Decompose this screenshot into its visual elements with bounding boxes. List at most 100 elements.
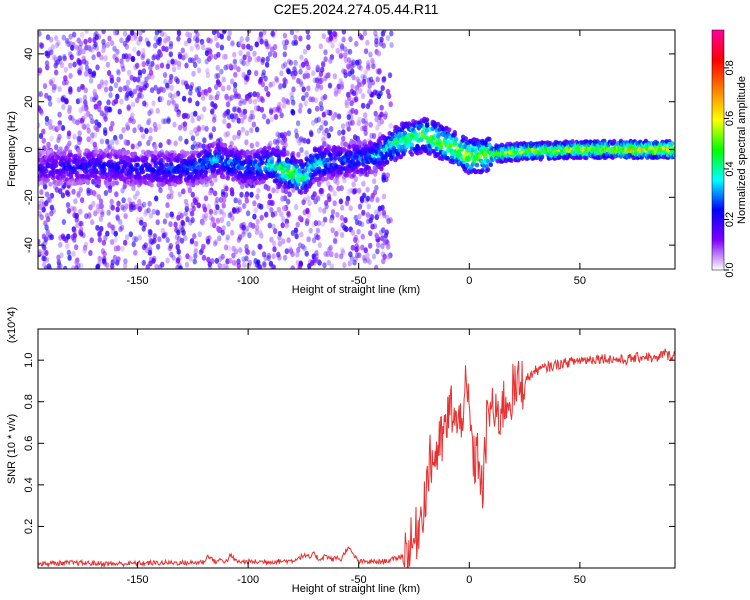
spectrogram-noise-cell	[184, 206, 189, 212]
spectrogram-noise-cell	[371, 63, 376, 70]
spectrogram-noise-cell	[123, 239, 128, 246]
spectrogram-noise-cell	[328, 217, 334, 224]
spectrogram-noise-cell	[360, 73, 365, 80]
spectrogram-noise-cell	[239, 224, 244, 231]
spectrogram-noise-cell	[266, 252, 272, 259]
spectrogram-noise-cell	[80, 83, 85, 90]
spectrogram-noise-cell	[259, 214, 264, 221]
spectrogram-noise-cell	[137, 140, 142, 147]
spectrogram-noise-cell	[189, 45, 194, 52]
spectrogram-noise-cell	[291, 186, 296, 193]
spectrogram-noise-cell	[190, 144, 195, 151]
spectrogram-noise-cell	[90, 219, 95, 226]
spectrogram-noise-cell	[144, 208, 149, 215]
spectrogram-noise-cell	[39, 214, 44, 221]
spectrogram-noise-cell	[39, 42, 45, 49]
spectrogram-noise-cell	[44, 200, 49, 206]
spectrogram-noise-cell	[388, 101, 393, 108]
spectrogram-noise-cell	[321, 61, 326, 68]
spectrogram-noise-cell	[277, 230, 283, 237]
spectrogram-noise-cell	[105, 262, 110, 269]
spectrogram-noise-cell	[212, 190, 218, 197]
spectrogram-noise-cell	[236, 129, 242, 136]
spectrogram-noise-cell	[281, 205, 287, 212]
spectrogram-noise-cell	[189, 82, 195, 88]
spectrogram-band-cell	[384, 159, 390, 165]
spectrogram-noise-cell	[338, 78, 343, 85]
spectrogram-noise-cell	[127, 197, 132, 204]
spectrogram-noise-cell	[141, 225, 146, 232]
spectrogram-noise-cell	[201, 89, 206, 96]
spectrogram-noise-cell	[305, 218, 310, 225]
spectrogram-noise-cell	[115, 206, 120, 213]
spectrogram-noise-cell	[48, 79, 53, 85]
spectrogram-noise-cell	[362, 74, 367, 81]
spectrogram-noise-cell	[148, 260, 153, 267]
spectrogram-noise-cell	[50, 44, 56, 51]
spectrogram-noise-cell	[282, 254, 288, 261]
spectrogram-noise-cell	[256, 96, 262, 103]
spectrogram-noise-cell	[69, 205, 75, 212]
spectrogram-noise-cell	[169, 85, 174, 91]
spectrogram-noise-cell	[190, 191, 195, 198]
spectrogram-noise-cell	[207, 87, 212, 93]
spectrogram-noise-cell	[355, 245, 361, 252]
spectrogram-noise-cell	[88, 204, 93, 211]
spectrogram-noise-cell	[330, 42, 335, 49]
spectrogram-noise-cell	[281, 216, 286, 223]
spectrogram-noise-cell	[38, 30, 42, 37]
spectrogram-noise-cell	[372, 178, 377, 185]
spectrogram-noise-cell	[232, 134, 237, 141]
spectrogram-band-cell	[73, 153, 78, 159]
spectrogram-noise-cell	[118, 86, 123, 93]
spectrogram-noise-cell	[189, 210, 195, 217]
spectrogram-noise-cell	[82, 247, 87, 254]
spectrogram-band-cell	[153, 149, 158, 155]
spectrogram-noise-cell	[199, 38, 205, 45]
spectrogram-noise-cell	[295, 221, 300, 228]
spectrogram-noise-cell	[99, 225, 104, 232]
spectrogram-noise-cell	[100, 211, 105, 218]
spectrogram-band-cell	[182, 164, 187, 170]
spectrogram-noise-cell	[327, 37, 332, 44]
spectrogram-noise-cell	[365, 195, 371, 202]
spectrogram-noise-cell	[362, 254, 367, 261]
spectrogram-noise-cell	[389, 30, 394, 37]
spectrogram-noise-cell	[178, 135, 183, 142]
spectrogram-noise-cell	[159, 86, 164, 93]
spectrogram-noise-cell	[339, 83, 344, 90]
spectrogram-noise-cell	[79, 197, 85, 204]
spectrogram-noise-cell	[345, 121, 350, 128]
spectrogram-noise-cell	[320, 60, 326, 67]
spectrogram-noise-cell	[348, 187, 353, 194]
spectrogram-noise-cell	[290, 230, 296, 236]
spectrogram-noise-cell	[342, 52, 348, 59]
spectrogram-noise-cell	[38, 91, 42, 97]
spectrogram-noise-cell	[301, 137, 306, 144]
spectrogram-noise-cell	[295, 251, 300, 258]
spectrogram-noise-cell	[162, 72, 168, 78]
spectrogram-noise-cell	[339, 253, 344, 260]
spectrogram-noise-cell	[351, 61, 357, 68]
spectrogram-noise-cell	[101, 239, 107, 246]
spectrogram-noise-cell	[138, 219, 144, 226]
spectrogram-noise-cell	[169, 251, 174, 258]
spectrogram-noise-cell	[306, 44, 311, 51]
spectrogram-noise-cell	[106, 99, 111, 106]
spectrogram-noise-cell	[305, 30, 310, 35]
spectrogram-noise-cell	[38, 210, 42, 217]
spectrogram-noise-cell	[133, 249, 138, 256]
spectrogram-noise-cell	[168, 243, 174, 249]
spectrogram-noise-cell	[176, 235, 182, 242]
spectrogram-noise-cell	[337, 227, 342, 234]
spectrogram-noise-cell	[147, 117, 152, 124]
spectrogram-noise-cell	[165, 202, 170, 209]
spectrogram-noise-cell	[177, 211, 182, 218]
spectrogram-noise-cell	[163, 231, 168, 238]
spectrogram-noise-cell	[341, 129, 346, 136]
spectrogram-noise-cell	[298, 68, 303, 75]
spectrogram-noise-cell	[200, 219, 205, 226]
spectrogram-noise-cell	[372, 223, 378, 230]
spectrogram-noise-cell	[166, 118, 171, 124]
spectrogram-noise-cell	[195, 37, 200, 43]
